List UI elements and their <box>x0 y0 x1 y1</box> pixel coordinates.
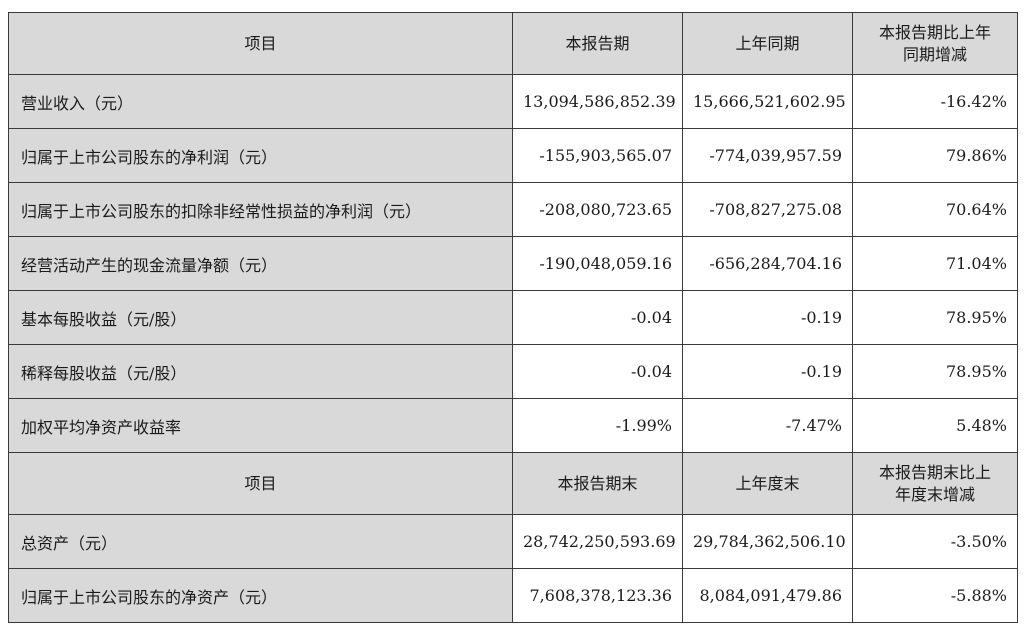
table-row: 基本每股收益（元/股） -0.04 -0.19 78.95% <box>8 290 1018 345</box>
header-change: 本报告期比上年 同期增减 <box>852 12 1018 75</box>
row-prior: 29,784,362,506.10 <box>682 514 853 569</box>
row-label: 总资产（元） <box>8 514 513 569</box>
header-prior-year-end: 上年度末 <box>682 452 853 515</box>
row-current: -155,903,565.07 <box>512 128 683 183</box>
table-row: 归属于上市公司股东的净资产（元） 7,608,378,123.36 8,084,… <box>8 568 1018 623</box>
table-row: 归属于上市公司股东的扣除非经常性损益的净利润（元） -208,080,723.6… <box>8 182 1018 237</box>
table-header-row: 项目 本报告期末 上年度末 本报告期末比上 年度末增减 <box>8 452 1018 515</box>
row-current: -190,048,059.16 <box>512 236 683 291</box>
row-change: -5.88% <box>852 568 1018 623</box>
row-current: 28,742,250,593.69 <box>512 514 683 569</box>
table-row: 经营活动产生的现金流量净额（元） -190,048,059.16 -656,28… <box>8 236 1018 291</box>
row-label: 加权平均净资产收益率 <box>8 398 513 453</box>
row-label: 基本每股收益（元/股） <box>8 290 513 345</box>
header-prior-period: 上年同期 <box>682 12 853 75</box>
row-prior: -7.47% <box>682 398 853 453</box>
row-change: 5.48% <box>852 398 1018 453</box>
row-change: 79.86% <box>852 128 1018 183</box>
header-period-end: 本报告期末 <box>512 452 683 515</box>
header-item: 项目 <box>8 12 513 75</box>
row-prior: -656,284,704.16 <box>682 236 853 291</box>
table-row: 加权平均净资产收益率 -1.99% -7.47% 5.48% <box>8 398 1018 453</box>
row-change: 70.64% <box>852 182 1018 237</box>
financial-summary-table: 项目 本报告期 上年同期 本报告期比上年 同期增减 营业收入（元） 13,094,… <box>8 12 1018 623</box>
row-change: -16.42% <box>852 74 1018 129</box>
row-current: -1.99% <box>512 398 683 453</box>
row-label: 营业收入（元） <box>8 74 513 129</box>
row-change: -3.50% <box>852 514 1018 569</box>
table-row: 总资产（元） 28,742,250,593.69 29,784,362,506.… <box>8 514 1018 569</box>
row-label: 经营活动产生的现金流量净额（元） <box>8 236 513 291</box>
row-prior: 8,084,091,479.86 <box>682 568 853 623</box>
row-current: -0.04 <box>512 344 683 399</box>
row-prior: -774,039,957.59 <box>682 128 853 183</box>
row-change: 71.04% <box>852 236 1018 291</box>
row-prior: -708,827,275.08 <box>682 182 853 237</box>
row-change: 78.95% <box>852 290 1018 345</box>
table-row: 营业收入（元） 13,094,586,852.39 15,666,521,602… <box>8 74 1018 129</box>
header-current-period: 本报告期 <box>512 12 683 75</box>
table-header-row: 项目 本报告期 上年同期 本报告期比上年 同期增减 <box>8 12 1018 75</box>
row-label: 归属于上市公司股东的净利润（元） <box>8 128 513 183</box>
row-prior: 15,666,521,602.95 <box>682 74 853 129</box>
row-change: 78.95% <box>852 344 1018 399</box>
row-current: -0.04 <box>512 290 683 345</box>
table-row: 归属于上市公司股东的净利润（元） -155,903,565.07 -774,03… <box>8 128 1018 183</box>
row-current: 13,094,586,852.39 <box>512 74 683 129</box>
row-prior: -0.19 <box>682 344 853 399</box>
financial-table-container: 项目 本报告期 上年同期 本报告期比上年 同期增减 营业收入（元） 13,094,… <box>8 12 1018 623</box>
header-item: 项目 <box>8 452 513 515</box>
row-label: 稀释每股收益（元/股） <box>8 344 513 399</box>
row-current: 7,608,378,123.36 <box>512 568 683 623</box>
row-current: -208,080,723.65 <box>512 182 683 237</box>
row-label: 归属于上市公司股东的净资产（元） <box>8 568 513 623</box>
table-row: 稀释每股收益（元/股） -0.04 -0.19 78.95% <box>8 344 1018 399</box>
row-label: 归属于上市公司股东的扣除非经常性损益的净利润（元） <box>8 182 513 237</box>
row-prior: -0.19 <box>682 290 853 345</box>
header-change: 本报告期末比上 年度末增减 <box>852 452 1018 515</box>
